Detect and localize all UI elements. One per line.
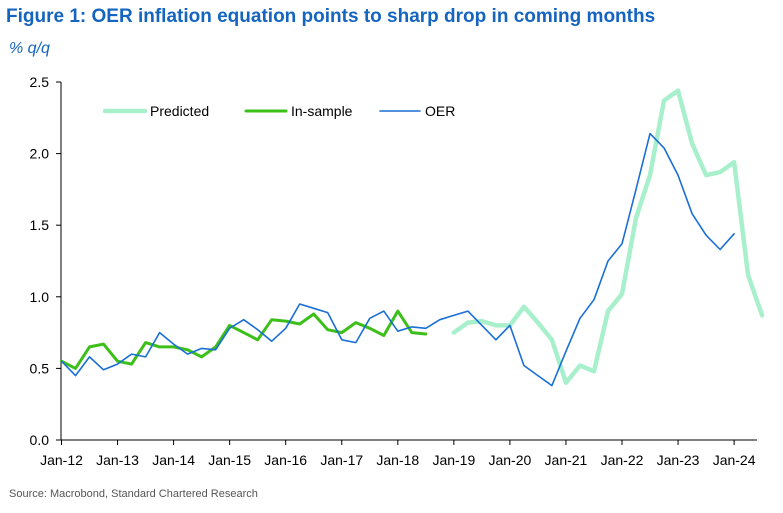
x-tick-label: Jan-20	[488, 452, 531, 468]
axes: 0.0 0.5 1.0 1.5 2.0 2.5 Jan-12 Jan-13 Jan-14 Jan-…	[30, 74, 757, 468]
legend: Predicted In-sample OER	[102, 103, 455, 119]
legend-label-oer: OER	[425, 103, 455, 119]
chart-title: Figure 1: OER inflation equation points …	[6, 6, 656, 27]
legend-label-in-sample: In-sample	[291, 103, 353, 119]
series-line-oer	[60, 132, 735, 387]
x-tick-label: Jan-18	[376, 452, 419, 468]
x-tick-label: Jan-17	[320, 452, 363, 468]
series-layer	[60, 88, 765, 387]
source-note: Source: Macrobond, Standard Chartered Re…	[9, 488, 258, 500]
x-tick-label: Jan-16	[264, 452, 307, 468]
series-line-predicted	[451, 88, 765, 385]
chart-subtitle: % q/q	[9, 40, 50, 57]
x-tick-label: Jan-23	[657, 452, 700, 468]
x-tick-label: Jan-19	[432, 452, 475, 468]
y-tick-label: 2.5	[30, 74, 50, 90]
line-chart: 0.0 0.5 1.0 1.5 2.0 2.5 Jan-12 Jan-13 Jan-14 Jan-…	[30, 74, 765, 468]
y-tick-label: 0.0	[30, 432, 50, 448]
y-tick-label: 1.0	[30, 289, 50, 305]
x-tick-label: Jan-22	[601, 452, 644, 468]
y-tick-label: 0.5	[30, 360, 50, 376]
x-tick-label: Jan-12	[40, 452, 83, 468]
x-tick-label: Jan-15	[208, 452, 251, 468]
y-tick-label: 1.5	[30, 217, 50, 233]
x-tick-label: Jan-21	[545, 452, 588, 468]
x-tick-label: Jan-24	[713, 452, 756, 468]
legend-label-predicted: Predicted	[150, 103, 209, 119]
y-tick-label: 2.0	[30, 146, 50, 162]
x-tick-label: Jan-14	[152, 452, 195, 468]
x-tick-label: Jan-13	[96, 452, 139, 468]
